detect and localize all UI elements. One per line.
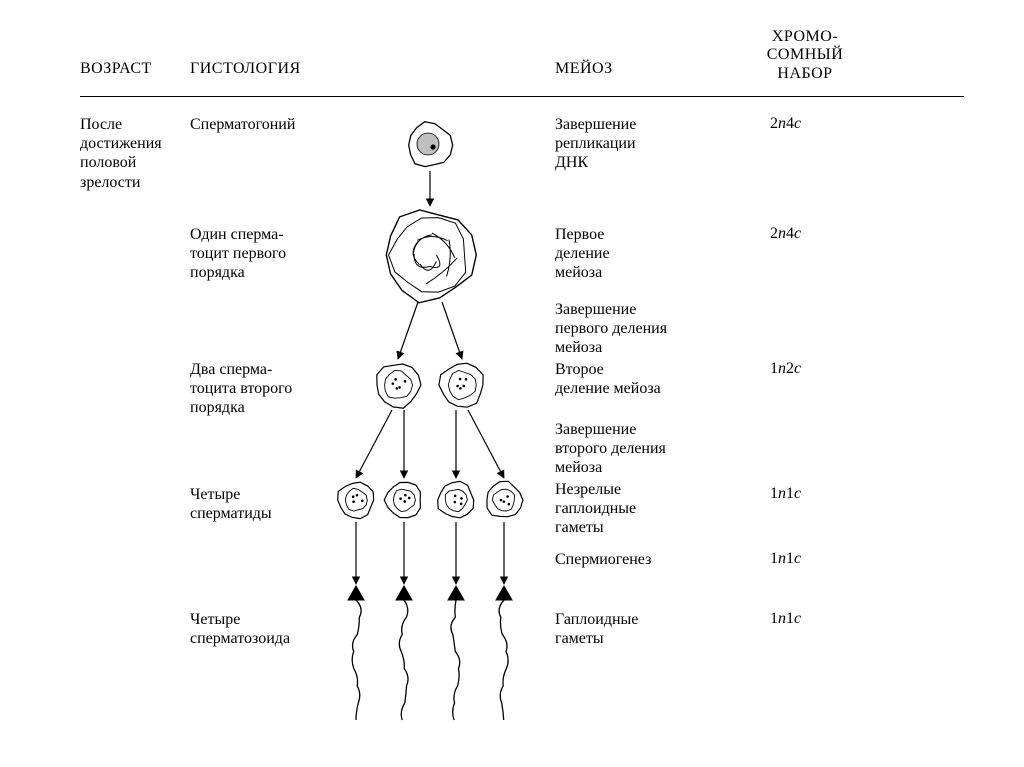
spermatogenesis-diagram [0,0,1024,767]
page: ВОЗРАСТ ГИСТОЛОГИЯ МЕЙОЗ ХРОМО- СОМНЫЙ Н… [0,0,1024,767]
